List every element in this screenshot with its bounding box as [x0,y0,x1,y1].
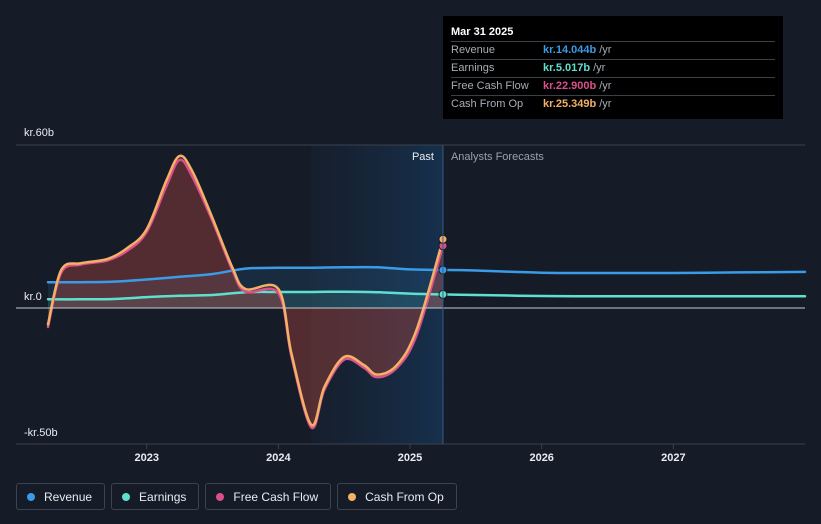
cash-from-op-dot-icon [348,492,357,501]
earnings-line [46,290,807,301]
legend-label: Cash From Op [365,489,444,504]
tooltip-unit: /yr [599,80,612,92]
x-tick-label: 2023 [134,452,158,464]
y-tick-label-bottom: -kr.50b [24,427,58,439]
revenue-dot-icon [27,492,35,501]
y-tick-label-zero: kr.0 [24,291,42,303]
tooltip-date: Mar 31 2025 [451,26,514,38]
legend-item-revenue[interactable]: Revenue [16,483,106,510]
legend: Revenue Earnings Free Cash Flow Cash Fro… [16,483,457,510]
cash-from-op-line [46,154,445,427]
tooltip-unit: /yr [593,62,606,74]
y-tick-label-top: kr.60b [24,127,54,139]
tooltip-unit: /yr [599,44,612,56]
legend-item-free-cash-flow[interactable]: Free Cash Flow [205,483,332,510]
earnings-area [48,291,443,308]
tooltip-unit: /yr [599,98,612,110]
free-cash-flow-area [48,159,443,429]
tooltip-label: Revenue [451,44,496,56]
tooltip-row-earnings: Earnings kr.5.017b /yr [451,59,775,77]
x-tick-label: 2025 [398,452,422,464]
free-cash-flow-dot-icon [216,492,225,501]
tooltip-panel: Mar 31 2025 Revenue kr.14.044b /yr Earni… [443,16,783,119]
x-tick-label: 2024 [266,452,291,464]
x-tick-label: 2027 [661,452,685,464]
earnings-dot-icon [122,492,131,501]
legend-item-earnings[interactable]: Earnings [111,483,200,510]
tooltip-value: kr.22.900b [543,80,597,92]
legend-item-cash-from-op[interactable]: Cash From Op [337,483,457,510]
tooltip-row-cash-from-op: Cash From Op kr.25.349b /yr [451,95,775,113]
tooltip-value: kr.5.017b [543,62,591,74]
tooltip-row-revenue: Revenue kr.14.044b /yr [451,41,775,59]
revenue-line [46,265,807,284]
past-label: Past [412,151,434,163]
free-cash-flow-line [46,158,445,430]
x-tick-label: 2026 [529,452,553,464]
tooltip-label: Cash From Op [451,98,524,110]
tooltip-value: kr.25.349b [543,98,597,110]
tooltip-row-free-cash-flow: Free Cash Flow kr.22.900b /yr [451,77,775,95]
legend-label: Revenue [44,489,93,504]
forecast-label: Analysts Forecasts [451,151,544,163]
legend-label: Free Cash Flow [233,489,319,504]
tooltip-label: Earnings [451,62,495,74]
tooltip-value: kr.14.044b [543,44,597,56]
legend-label: Earnings [139,489,187,504]
tooltip-label: Free Cash Flow [451,80,529,92]
